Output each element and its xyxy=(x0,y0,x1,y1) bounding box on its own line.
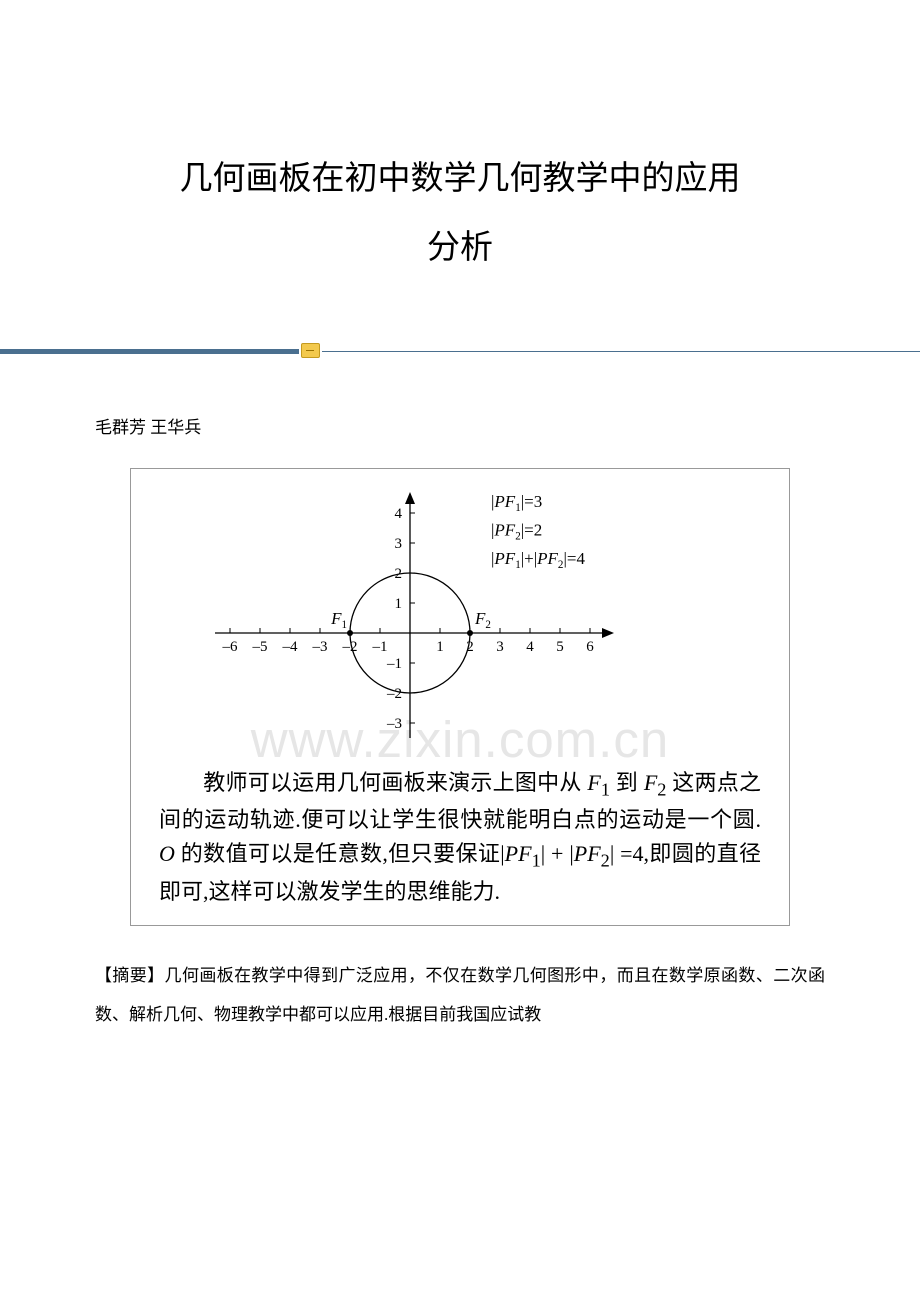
svg-text:|PF2​|=2: |PF2​|=2 xyxy=(491,520,542,542)
svg-text:4: 4 xyxy=(526,639,534,655)
svg-text:1: 1 xyxy=(395,596,403,612)
title-line-2: 分析 xyxy=(427,230,493,266)
caption-o: O xyxy=(159,841,175,866)
abstract-text: 【摘要】几何画板在教学中得到广泛应用，不仅在数学几何图形中，而且在数学原函数、二… xyxy=(95,956,825,1034)
author-names: 毛群芳 王华兵 xyxy=(95,413,825,438)
svg-text:–5: –5 xyxy=(252,639,268,655)
caption-f2: F2 xyxy=(644,770,667,795)
figure-caption: 教师可以运用几何画板来演示上图中从 F1 到 F2 这两点之间的运动轨迹.便可以… xyxy=(159,766,761,910)
figure-container: –6–5–4–3–2–11234561234–1–2–3F1F2|PF1​|=3… xyxy=(130,468,790,927)
svg-text:–1: –1 xyxy=(372,639,388,655)
coordinate-chart: –6–5–4–3–2–11234561234–1–2–3F1F2|PF1​|=3… xyxy=(195,483,725,758)
svg-text:–2: –2 xyxy=(342,639,358,655)
caption-f1: F1 xyxy=(587,770,610,795)
divider-badge-icon xyxy=(301,343,320,358)
document-page: 几何画板在初中数学几何教学中的应用 分析 毛群芳 王华兵 –6–5–4–3–2–… xyxy=(0,0,920,1075)
svg-text:–1: –1 xyxy=(386,656,402,672)
svg-text:|PF1​|=3: |PF1​|=3 xyxy=(491,492,542,514)
caption-text-1: 教师可以运用几何画板来演示上图中从 xyxy=(203,770,587,795)
svg-text:6: 6 xyxy=(586,639,594,655)
caption-pf2: PF2 xyxy=(574,841,610,866)
svg-text:–6: –6 xyxy=(222,639,239,655)
svg-text:3: 3 xyxy=(496,639,504,655)
caption-text-4: 的数值可以是任意数,但只要保证| xyxy=(175,841,505,866)
svg-text:1: 1 xyxy=(436,639,444,655)
svg-text:F1: F1 xyxy=(330,609,347,631)
svg-text:–3: –3 xyxy=(386,716,402,732)
document-title: 几何画板在初中数学几何教学中的应用 分析 xyxy=(95,145,825,284)
svg-text:4: 4 xyxy=(395,506,403,522)
svg-text:5: 5 xyxy=(556,639,564,655)
caption-text-2: 到 xyxy=(610,770,644,795)
svg-text:|PF1​|+|PF2​|=4: |PF1​|+|PF2​|=4 xyxy=(491,549,585,571)
divider-bar-left xyxy=(0,349,299,354)
svg-text:–4: –4 xyxy=(282,639,299,655)
divider-line-right xyxy=(322,351,920,352)
title-line-1: 几何画板在初中数学几何教学中的应用 xyxy=(180,161,741,197)
svg-text:3: 3 xyxy=(395,536,403,552)
svg-text:F2: F2 xyxy=(474,609,491,631)
section-divider xyxy=(95,344,825,358)
caption-text-5: | + | xyxy=(541,841,574,866)
svg-text:–3: –3 xyxy=(312,639,328,655)
caption-pf1: PF1 xyxy=(505,841,541,866)
